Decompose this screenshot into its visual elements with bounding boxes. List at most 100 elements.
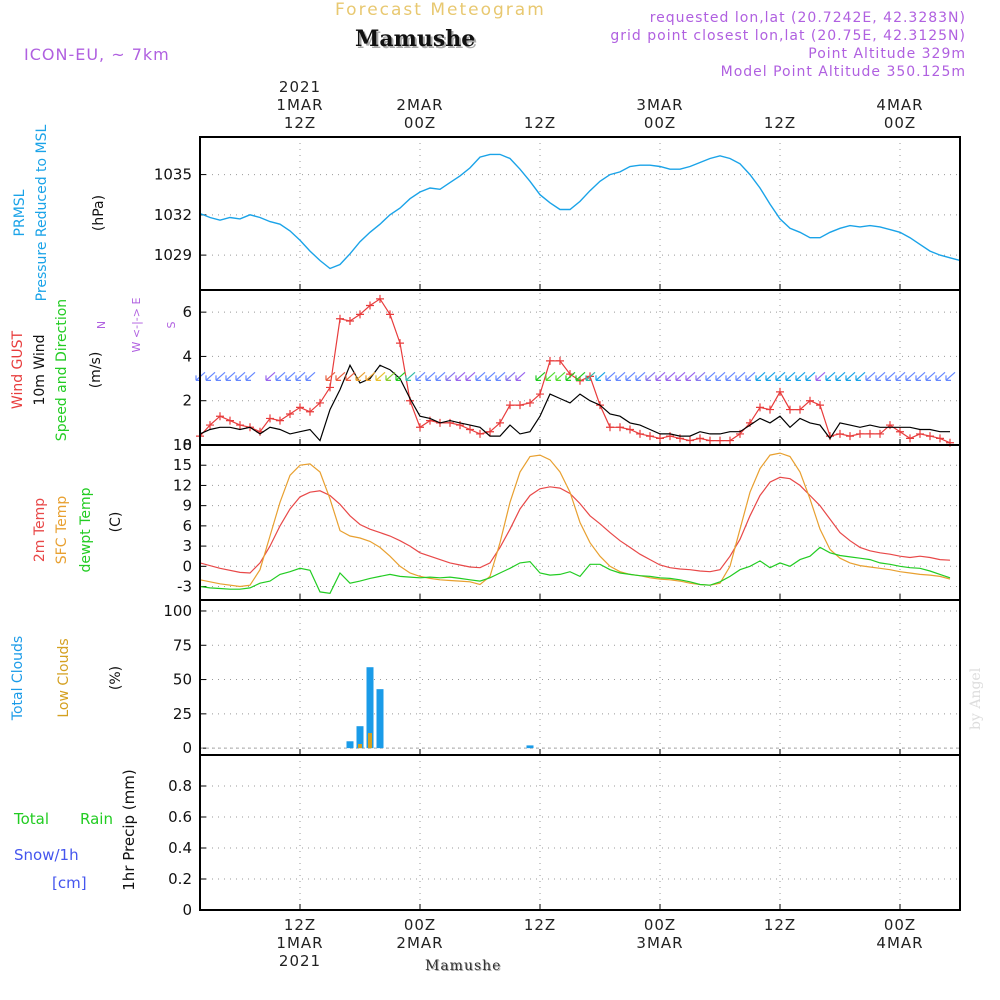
wind-direction-arrow <box>945 371 956 381</box>
wind-direction-arrow <box>715 371 726 381</box>
precip-y-tick-label: 0.2 <box>168 870 192 888</box>
precip-y-tick-label: 0.6 <box>168 808 192 826</box>
top-axis-label: 00Z <box>644 114 676 132</box>
wind-gust-marker <box>636 429 644 438</box>
wind-gust-marker <box>416 423 424 432</box>
wind-gust-marker <box>876 429 884 438</box>
wind-direction-arrow <box>745 371 756 381</box>
bottom-axis-label: 2MAR <box>396 934 443 952</box>
top-axis-label: 12Z <box>284 114 316 132</box>
wind-direction-arrow <box>895 371 906 381</box>
temperature-y-tick-label: 0 <box>182 557 192 575</box>
wind-gust-label: Wind GUST <box>10 330 26 409</box>
top-axis-label: 4MAR <box>876 96 923 114</box>
wind-panel-frame <box>199 289 961 446</box>
wind-gust-marker <box>796 405 804 414</box>
wind-gust-marker <box>346 317 354 325</box>
wind-gust-marker <box>916 429 924 438</box>
wind-direction-arrow <box>605 371 616 381</box>
bottom-axis-label: 4MAR <box>876 934 923 952</box>
top-axis-label: 2021 <box>279 78 321 96</box>
model-point-altitude: Model Point Altitude 350.125m <box>720 64 966 80</box>
pressure-y-tick-label: 1035 <box>154 166 192 184</box>
bottom-location: Mamushe <box>425 958 502 974</box>
precip-panel-frame <box>199 754 961 911</box>
wind-direction-arrow <box>215 371 226 381</box>
wind-gust-marker <box>356 310 364 319</box>
wind-speed-direction-label: Speed and Direction <box>54 299 70 441</box>
total-clouds-bar <box>376 689 384 749</box>
sfc-temp-label: SFC Temp <box>54 496 70 565</box>
total-clouds-bar <box>526 745 534 749</box>
wind-gust-marker <box>786 405 794 414</box>
wind-y-tick-label: 4 <box>182 347 192 365</box>
wind-direction-arrow <box>415 371 426 381</box>
wind-direction-arrow <box>285 371 296 381</box>
sfc-temp-line <box>200 452 951 588</box>
bottom-axis-label: 12Z <box>764 916 796 934</box>
wind-direction-arrow <box>695 371 706 381</box>
precip-y-tick-label: 0 <box>182 901 192 919</box>
wind-direction-arrow <box>345 371 356 381</box>
bottom-axis-label: 12Z <box>284 916 316 934</box>
wind-direction-arrow <box>305 371 316 381</box>
bottom-axis-label: 00Z <box>404 916 436 934</box>
wind-direction-arrow <box>875 371 886 381</box>
rain-label: Rain <box>80 810 113 828</box>
wind-direction-arrow <box>845 371 856 381</box>
wind-direction-arrow <box>785 371 796 381</box>
bottom-axis-label: 1MAR <box>276 934 323 952</box>
wind-gust-marker <box>306 407 314 416</box>
wind-gust-marker <box>816 401 824 410</box>
wind-direction-arrow <box>645 371 656 381</box>
wind-direction-arrow <box>905 371 916 381</box>
wind-gust-marker <box>366 301 374 310</box>
bottom-axis-label: 12Z <box>524 916 556 934</box>
clouds-y-tick-label: 100 <box>163 602 192 620</box>
wind-direction-arrow <box>495 371 506 381</box>
wind-direction-arrow <box>205 371 216 381</box>
wind-direction-arrow <box>395 371 406 381</box>
wind-y-tick-label: 0 <box>182 436 192 454</box>
wind-direction-arrow <box>675 371 686 381</box>
top-axis-label: 2MAR <box>396 96 443 114</box>
wind-gust-marker <box>906 434 914 443</box>
wind-gust-marker <box>286 410 294 418</box>
wind-gust-marker <box>476 429 484 438</box>
wind-gust-marker <box>556 356 564 365</box>
dewpoint-line <box>200 546 951 594</box>
bottom-axis-label: 2021 <box>279 952 321 970</box>
wind-direction-arrow <box>375 371 386 381</box>
top-axis-label: 00Z <box>404 114 436 132</box>
wind-gust-marker <box>626 425 634 434</box>
clouds-y-tick-label: 50 <box>173 671 192 689</box>
total-label: Total <box>13 810 49 828</box>
wind-gust-marker <box>726 436 734 445</box>
wind-gust-marker <box>486 427 494 436</box>
temperature-y-tick-label: 15 <box>173 456 192 474</box>
wind-direction-arrow <box>885 371 896 381</box>
wind-gust-marker <box>316 398 324 407</box>
wind-direction-arrow <box>795 371 806 381</box>
wind-direction-arrow <box>755 371 766 381</box>
wind-direction-arrow <box>505 371 516 381</box>
wind-y-tick-label: 2 <box>182 392 192 410</box>
wind-gust-marker <box>896 427 904 436</box>
wind-gust-marker <box>686 436 694 445</box>
wind-gust-marker <box>866 429 874 438</box>
wind-direction-arrow <box>825 371 836 381</box>
total-clouds-bar <box>356 726 364 749</box>
wind-direction-arrow <box>225 371 236 381</box>
precip-unit: 1hr Precip (mm) <box>120 769 138 890</box>
wind-direction-arrow <box>835 371 846 381</box>
wind-direction-arrow <box>585 371 596 381</box>
wind-direction-arrow <box>545 371 556 381</box>
model-name: ICON-EU, ~ 7km <box>24 45 170 64</box>
wind-direction-arrow <box>665 371 676 381</box>
wind-gust-marker <box>496 418 504 427</box>
wind-direction-arrow <box>705 371 716 381</box>
wind-direction-arrow <box>925 371 936 381</box>
temperature-y-tick-label: 9 <box>182 497 192 515</box>
wind-direction-arrow <box>465 371 476 381</box>
